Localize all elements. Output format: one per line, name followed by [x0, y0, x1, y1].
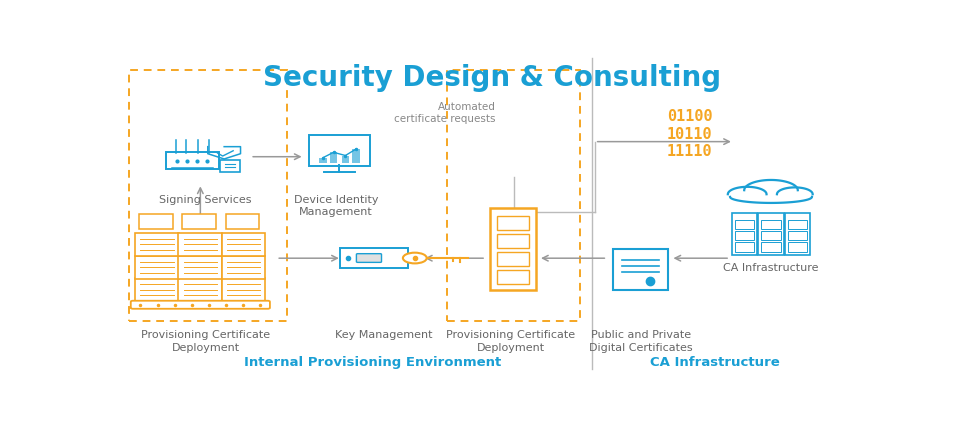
Bar [320, 158, 326, 164]
FancyBboxPatch shape [226, 214, 259, 230]
FancyBboxPatch shape [222, 279, 266, 302]
FancyBboxPatch shape [785, 214, 810, 255]
Text: CA Infrastructure: CA Infrastructure [723, 263, 819, 273]
FancyBboxPatch shape [222, 256, 266, 279]
Text: Security Design & Consulting: Security Design & Consulting [263, 64, 721, 92]
Text: Signing Services: Signing Services [159, 194, 252, 204]
FancyBboxPatch shape [139, 214, 173, 230]
Text: Provisioning Certificate
Deployment: Provisioning Certificate Deployment [141, 329, 270, 352]
FancyBboxPatch shape [221, 160, 240, 173]
FancyBboxPatch shape [308, 136, 371, 167]
Text: Automated
certificate requests: Automated certificate requests [395, 102, 495, 124]
FancyBboxPatch shape [135, 279, 180, 302]
FancyBboxPatch shape [613, 250, 668, 290]
FancyBboxPatch shape [758, 214, 783, 255]
Text: Device Identity
Management: Device Identity Management [294, 194, 378, 217]
Text: CA Infrastructure: CA Infrastructure [650, 355, 780, 368]
FancyBboxPatch shape [222, 233, 266, 256]
FancyBboxPatch shape [179, 279, 223, 302]
FancyBboxPatch shape [131, 301, 270, 309]
FancyBboxPatch shape [340, 248, 408, 269]
Bar [330, 153, 337, 164]
Text: 01100
10110
11110: 01100 10110 11110 [667, 109, 712, 158]
FancyBboxPatch shape [135, 233, 180, 256]
Text: Public and Private
Digital Certificates: Public and Private Digital Certificates [589, 329, 692, 352]
Text: Internal Provisioning Environment: Internal Provisioning Environment [245, 355, 501, 368]
Bar [352, 150, 360, 164]
FancyBboxPatch shape [179, 233, 223, 256]
FancyBboxPatch shape [732, 214, 756, 255]
Bar [342, 156, 349, 164]
FancyBboxPatch shape [491, 208, 536, 290]
Text: Key Management: Key Management [335, 329, 433, 339]
FancyBboxPatch shape [182, 214, 216, 230]
FancyBboxPatch shape [179, 256, 223, 279]
Circle shape [403, 253, 426, 264]
Text: Provisioning Certificate
Deployment: Provisioning Certificate Deployment [446, 329, 575, 352]
FancyBboxPatch shape [135, 256, 180, 279]
FancyBboxPatch shape [166, 153, 219, 170]
FancyBboxPatch shape [356, 254, 381, 263]
